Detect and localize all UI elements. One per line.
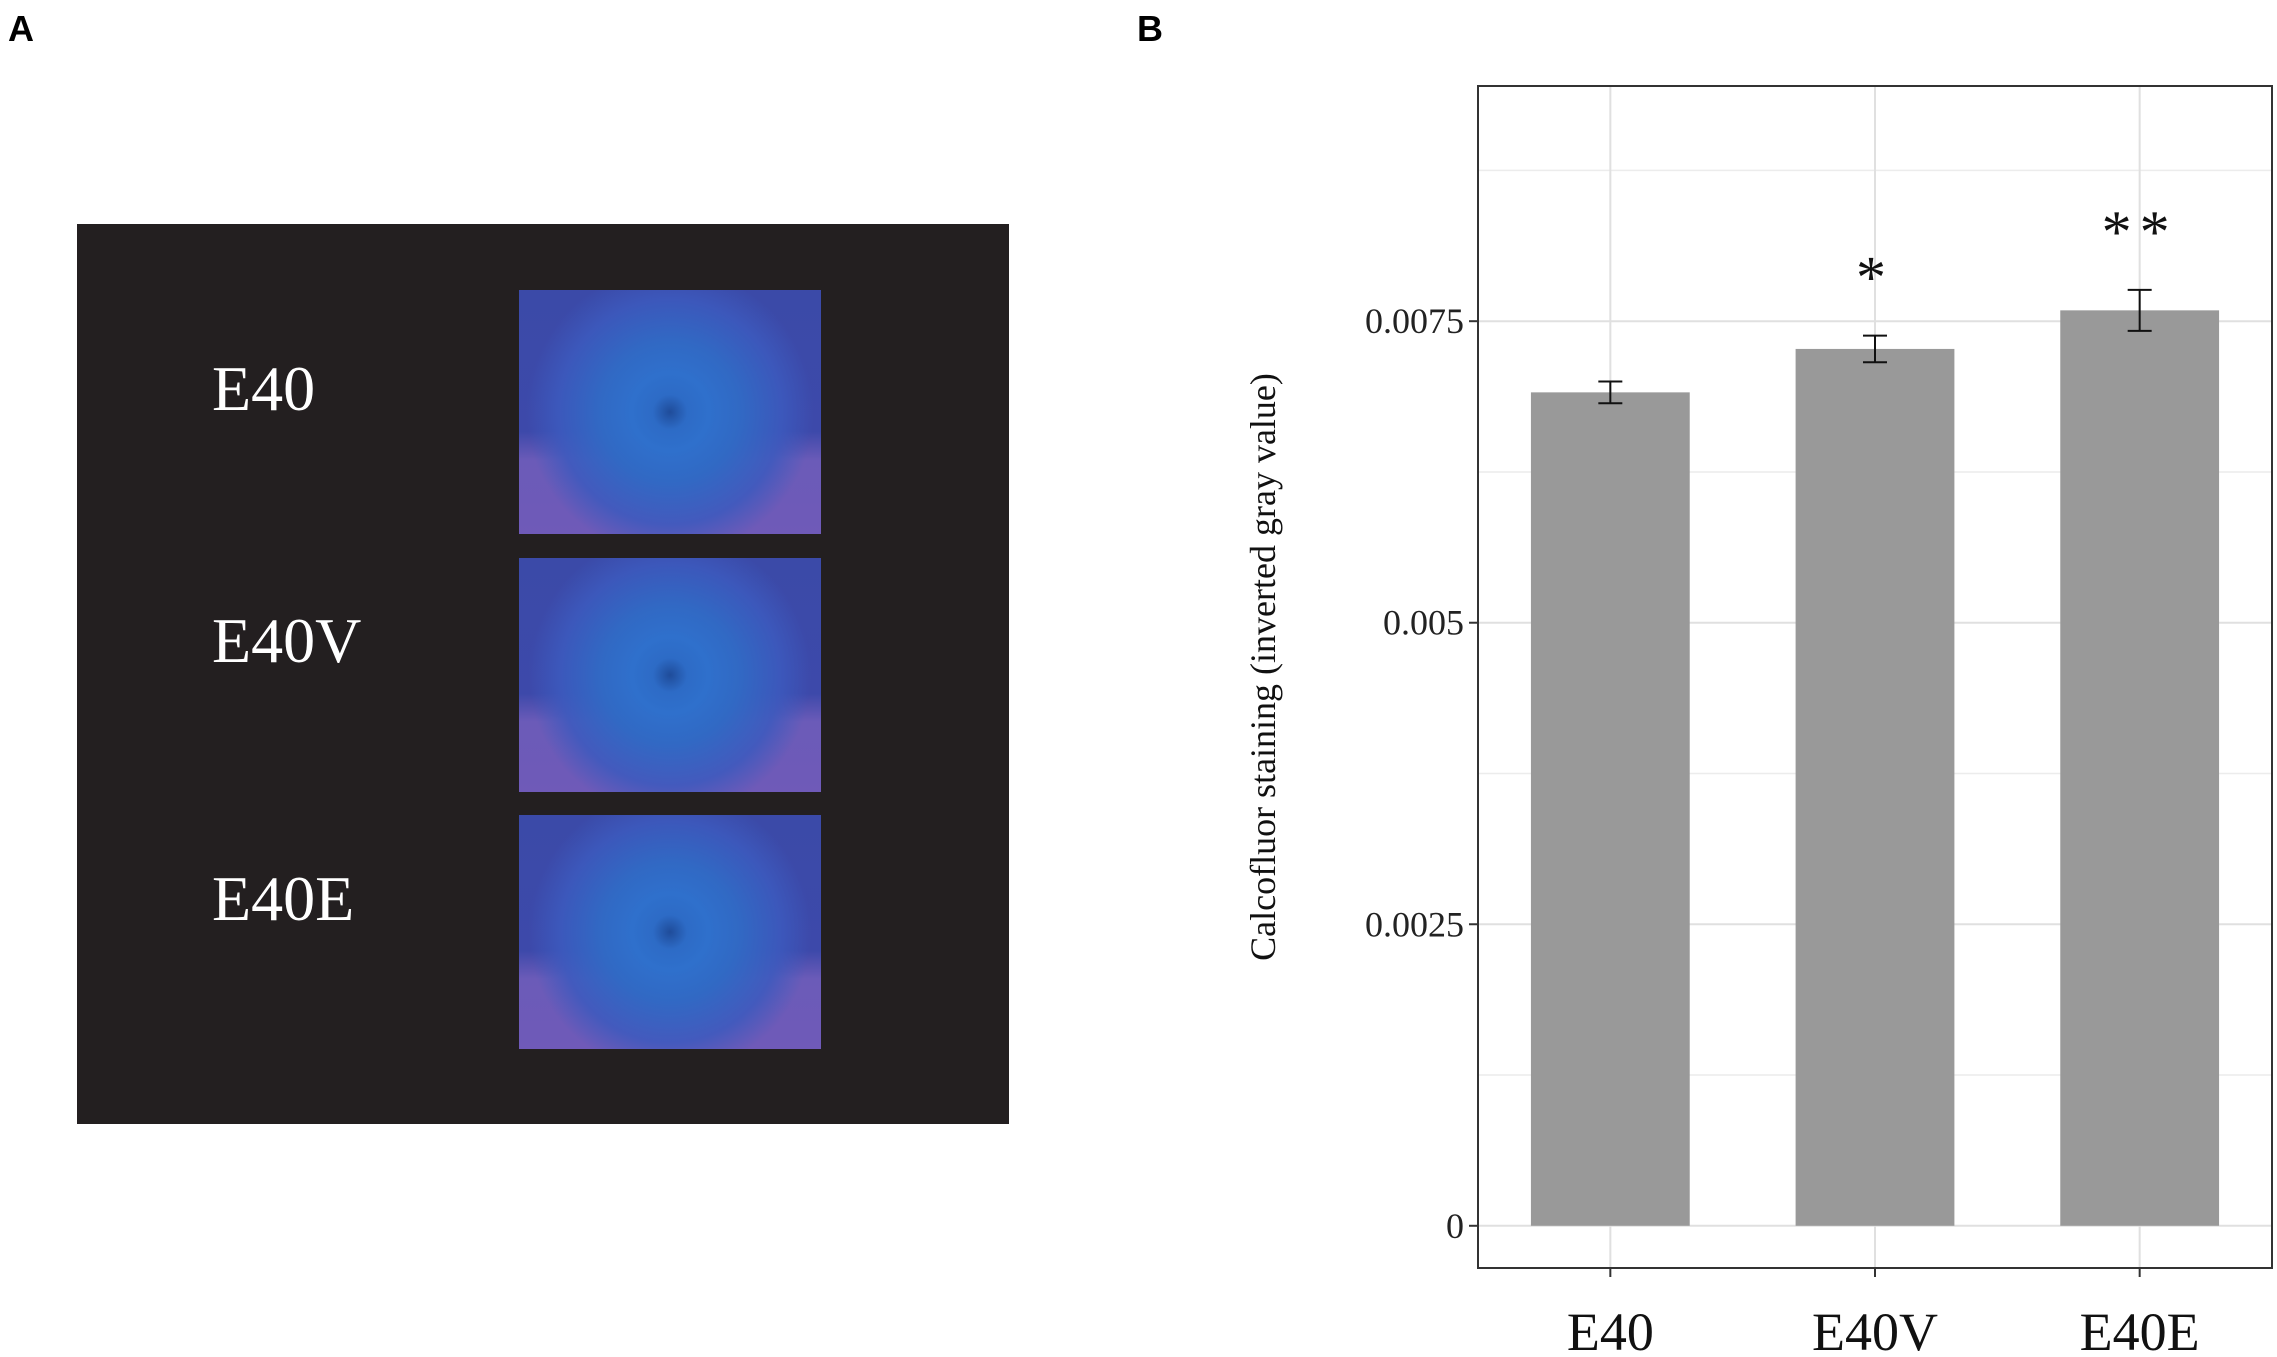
y-axis-title: Calcofluor staining (inverted gray value… [1243,373,1283,961]
error-bar-e40v [1863,334,1887,364]
x-tick-label-e40: E40 [1567,1302,1654,1357]
y-tick-label: 0.0025 [1365,904,1464,944]
colony-image-e40 [519,290,821,534]
y-tick-label: 0.0075 [1365,301,1464,341]
error-bar-e40e [2127,288,2152,332]
y-tick-label: 0.005 [1383,603,1464,643]
image-label-e40e: E40E [212,863,355,934]
significance-label-e40e: ** [2102,199,2178,265]
bar-e40e [2060,310,2220,1226]
error-bar-e40 [1598,380,1623,405]
y-tick-label: 0 [1446,1206,1464,1246]
significance-label-e40v: * [1856,245,1894,311]
colony-image-e40e [519,815,821,1049]
x-tick-label-e40v: E40V [1812,1302,1938,1357]
colony-image-e40v [519,558,821,792]
panel-b-label: B [1137,8,1163,49]
image-label-e40: E40 [212,353,316,424]
bar-e40v [1795,348,1955,1226]
calcofluor-photo-panel: E40 E40V E40E [77,224,1009,1124]
panel-a-label: A [8,8,34,49]
x-tick-label-e40e: E40E [2080,1302,2200,1357]
image-label-e40v: E40V [212,605,362,676]
bar-e40 [1530,392,1690,1226]
